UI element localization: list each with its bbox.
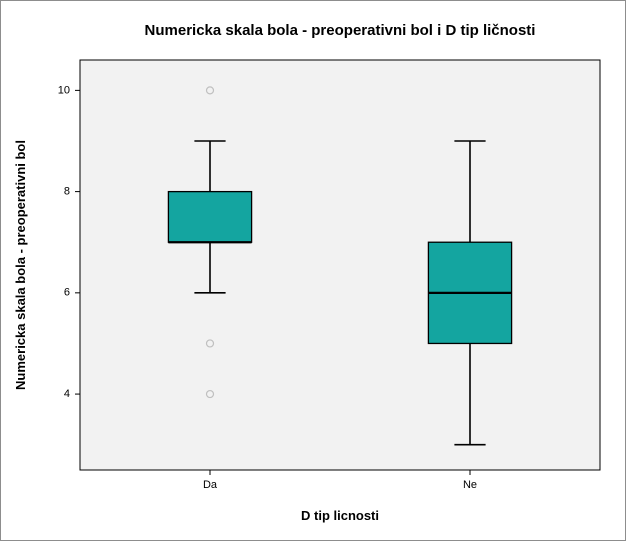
y-tick-label: 6 xyxy=(64,287,70,299)
chart-title: Numericka skala bola - preoperativni bol… xyxy=(145,22,536,39)
x-axis-label: D tip licnosti xyxy=(301,508,379,523)
y-tick-label: 8 xyxy=(64,186,70,198)
x-tick-label: Da xyxy=(203,479,218,491)
y-axis-label: Numericka skala bola - preoperativni bol xyxy=(13,140,28,390)
chart-svg: 4 6 8 10 Da Ne Numericka skala bola - preopera… xyxy=(0,0,626,541)
boxplot-chart: 4 6 8 10 Da Ne Numericka skala bola - preopera… xyxy=(0,0,626,541)
box xyxy=(168,192,251,243)
y-tick-label: 4 xyxy=(64,388,70,400)
x-tick-label: Ne xyxy=(463,479,477,491)
y-tick-label: 10 xyxy=(58,84,70,96)
